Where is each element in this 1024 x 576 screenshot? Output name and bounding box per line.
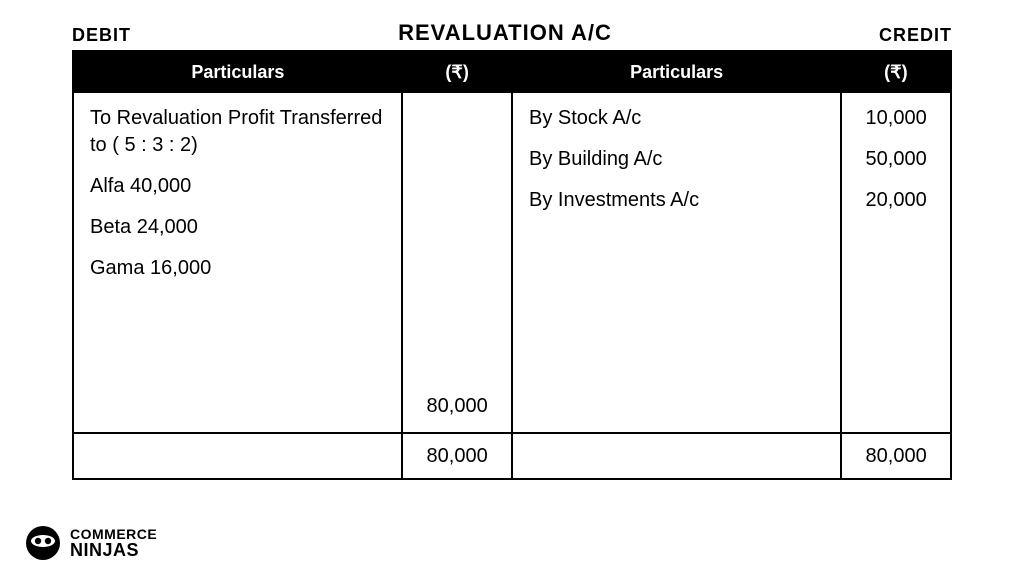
debit-line: Gama 16,000 bbox=[90, 257, 385, 280]
debit-line: To Revaluation Profit Transferred bbox=[90, 107, 385, 130]
credit-total-amount: 80,000 bbox=[841, 433, 951, 479]
credit-amount: 10,000 bbox=[858, 107, 934, 130]
debit-line: to ( 5 : 3 : 2) bbox=[90, 134, 385, 157]
brand-logo: COMMERCE NINJAS bbox=[24, 524, 157, 562]
credit-line: By Stock A/c bbox=[529, 107, 824, 130]
debit-total-amount: 80,000 bbox=[402, 433, 512, 479]
col-debit-particulars: Particulars bbox=[73, 51, 402, 93]
credit-label: CREDIT bbox=[879, 25, 952, 46]
debit-label: DEBIT bbox=[72, 25, 131, 46]
debit-particulars-cell: To Revaluation Profit Transferred to ( 5… bbox=[73, 93, 402, 433]
ledger-body-row: To Revaluation Profit Transferred to ( 5… bbox=[73, 93, 951, 433]
col-debit-amount: (₹) bbox=[402, 51, 512, 93]
ledger-header: DEBIT REVALUATION A/C CREDIT bbox=[72, 20, 952, 46]
debit-subtotal: 80,000 bbox=[403, 395, 511, 418]
column-header-row: Particulars (₹) Particulars (₹) bbox=[73, 51, 951, 93]
ninja-icon bbox=[24, 524, 62, 562]
credit-amount: 20,000 bbox=[858, 189, 934, 212]
col-credit-particulars: Particulars bbox=[512, 51, 841, 93]
credit-amount: 50,000 bbox=[858, 148, 934, 171]
totals-row: 80,000 80,000 bbox=[73, 433, 951, 479]
brand-line1: COMMERCE bbox=[70, 527, 157, 541]
debit-line: Beta 24,000 bbox=[90, 216, 385, 239]
credit-total-particulars bbox=[512, 433, 841, 479]
brand-text: COMMERCE NINJAS bbox=[70, 527, 157, 559]
account-title: REVALUATION A/C bbox=[131, 20, 879, 46]
credit-line: By Building A/c bbox=[529, 148, 824, 171]
debit-line: Alfa 40,000 bbox=[90, 175, 385, 198]
brand-line2: NINJAS bbox=[70, 541, 157, 559]
credit-amount-cell: 10,000 50,000 20,000 bbox=[841, 93, 951, 433]
revaluation-ledger: Particulars (₹) Particulars (₹) To Reval… bbox=[72, 50, 952, 480]
col-credit-amount: (₹) bbox=[841, 51, 951, 93]
debit-amount-cell: 80,000 bbox=[402, 93, 512, 433]
credit-line: By Investments A/c bbox=[529, 189, 824, 212]
credit-particulars-cell: By Stock A/c By Building A/c By Investme… bbox=[512, 93, 841, 433]
debit-total-particulars bbox=[73, 433, 402, 479]
